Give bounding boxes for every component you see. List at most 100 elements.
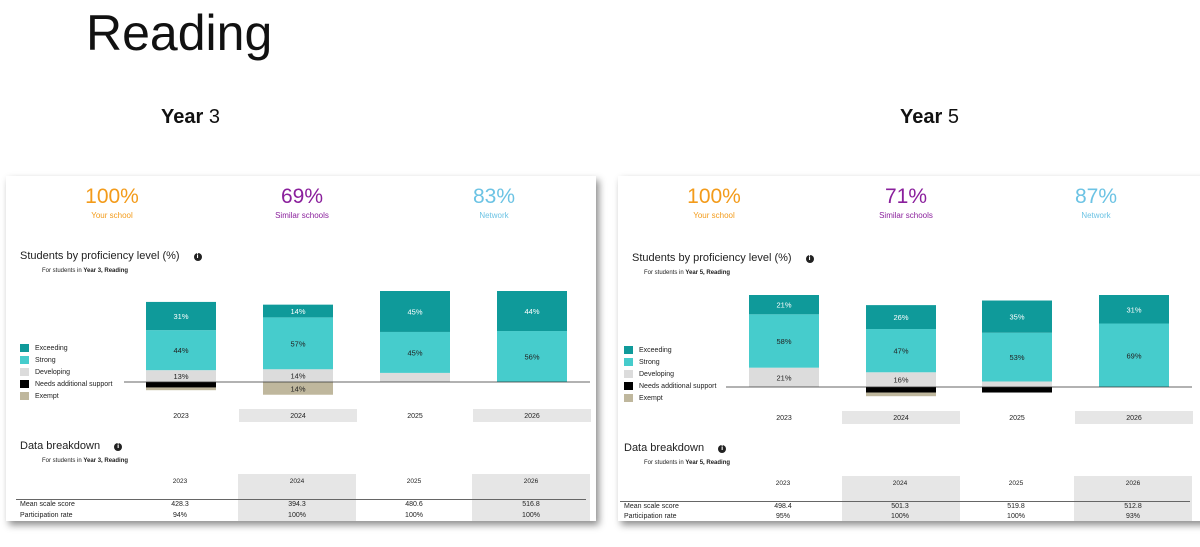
- table-cell: 100%: [405, 512, 423, 519]
- table-divider: [16, 499, 586, 500]
- legend-label: Exempt: [639, 394, 663, 402]
- bar-segment-exceeding: [1099, 295, 1169, 324]
- bar-segment-strong: [497, 331, 567, 382]
- bar-data-label: 16%: [893, 376, 908, 385]
- table-year-header: 2023: [775, 480, 791, 487]
- kpi-network: 87% Network: [1006, 184, 1186, 221]
- category-label: 2024: [290, 413, 306, 420]
- bar-segment-exempt: [263, 382, 333, 395]
- row-label-participation-rate: Participation rate: [624, 513, 677, 520]
- bar-segment-strong: [866, 329, 936, 373]
- year-5-panel: 100% Your school 71% Similar schools 87%…: [618, 176, 1200, 521]
- legend-swatch: [624, 394, 633, 402]
- note-bold: Year 5, Reading: [685, 270, 731, 276]
- table-cell: 100%: [522, 512, 540, 519]
- note-prefix: For students in: [644, 460, 686, 466]
- proficiency-title: Students by proficiency level (%) i: [632, 252, 814, 264]
- legend-label: Exceeding: [639, 346, 672, 354]
- bar-segment-developing: [749, 367, 819, 387]
- info-icon[interactable]: i: [718, 445, 727, 453]
- table-cell: 512.8: [1124, 503, 1142, 510]
- year-word: Year: [900, 106, 943, 128]
- chart-legend: Exceeding Strong Developing Needs additi…: [624, 344, 716, 404]
- year-word: Year: [161, 106, 204, 128]
- legend-label: Developing: [639, 370, 675, 378]
- bar-segment-developing: [866, 372, 936, 387]
- bar-segment-exceeding: [380, 291, 450, 332]
- bar-segment-exempt: [866, 392, 936, 397]
- bar-segment-developing: [263, 369, 333, 382]
- kpi-label: Network: [479, 211, 509, 220]
- note-prefix: For students in: [42, 458, 84, 464]
- table-column-shade: [472, 474, 590, 521]
- legend-label: Strong: [35, 356, 56, 364]
- bar-segment-needs-additional-support: [982, 387, 1052, 393]
- kpi-similar-schools: 71% Similar schools: [816, 184, 996, 221]
- kpi-label: Similar schools: [275, 211, 329, 220]
- bar-segment-developing: [380, 372, 450, 382]
- legend-swatch: [624, 370, 633, 378]
- legend-label: Needs additional support: [639, 382, 717, 390]
- breakdown-title-text: Data breakdown: [20, 440, 101, 452]
- bar-data-label: 69%: [1126, 351, 1141, 360]
- row-label-mean-scale-score: Mean scale score: [20, 501, 75, 508]
- category-label: 2024: [893, 415, 909, 422]
- table-cell: 501.3: [891, 503, 909, 510]
- table-year-header: 2026: [1125, 480, 1141, 487]
- table-cell: 394.3: [288, 501, 306, 508]
- bar-segment-developing: [146, 370, 216, 382]
- bar-data-label: 45%: [407, 307, 422, 316]
- legend-swatch: [624, 382, 633, 390]
- category-label: 2023: [776, 415, 792, 422]
- note-bold: Year 5, Reading: [685, 460, 731, 466]
- table-divider: [620, 501, 1190, 502]
- legend-swatch: [20, 380, 29, 388]
- category-label: 2026: [524, 413, 540, 420]
- info-icon[interactable]: i: [114, 443, 123, 451]
- row-label-mean-scale-score: Mean scale score: [624, 503, 679, 510]
- legend-item-strong: Strong: [624, 356, 716, 368]
- table-cell: 94%: [172, 512, 187, 519]
- legend-swatch: [20, 356, 29, 364]
- category-label: 2025: [407, 413, 423, 420]
- kpi-value: 100%: [85, 185, 139, 208]
- breakdown-note: For students in Year 5, Reading: [644, 460, 730, 466]
- breakdown-title: Data breakdown i: [20, 440, 123, 452]
- kpi-your-school: 100% Your school: [624, 184, 804, 221]
- proficiency-note: For students in Year 5, Reading: [644, 270, 730, 276]
- note-bold: Year 3, Reading: [83, 268, 129, 274]
- table-cell: 516.8: [522, 501, 540, 508]
- legend-label: Exceeding: [35, 344, 68, 352]
- bar-segment-exempt: [146, 387, 216, 391]
- table-year-header: 2024: [289, 478, 305, 485]
- bar-data-label: 47%: [893, 347, 908, 356]
- table-cell: 428.3: [171, 501, 189, 508]
- info-icon[interactable]: i: [805, 255, 814, 263]
- table-year-header: 2023: [172, 478, 188, 485]
- legend-item-exempt: Exempt: [20, 390, 112, 402]
- bar-segment-strong: [146, 330, 216, 371]
- legend-item-developing: Developing: [624, 368, 716, 380]
- legend-label: Exempt: [35, 392, 59, 400]
- bar-segment-strong: [380, 331, 450, 373]
- table-column-shade: [238, 474, 356, 521]
- breakdown-title-text: Data breakdown: [624, 442, 705, 454]
- table-cell: 480.6: [405, 501, 423, 508]
- bar-segment-needs-additional-support: [146, 382, 216, 388]
- bar-data-label: 14%: [290, 372, 305, 381]
- info-icon[interactable]: i: [193, 253, 202, 261]
- table-year-header: 2026: [523, 478, 539, 485]
- bar-data-label: 56%: [524, 353, 539, 362]
- bar-data-label: 44%: [173, 346, 188, 355]
- legend-swatch: [20, 368, 29, 376]
- proficiency-chart: 13% 44% 31% 2023 14% 57% 14% 14% 2024 45% 45% 2025 5…: [124, 291, 591, 422]
- table-cell: 100%: [891, 513, 909, 520]
- table-column-shade: [842, 476, 960, 521]
- bar-segment-developing: [982, 381, 1052, 387]
- bar-data-label: 35%: [1009, 313, 1024, 322]
- category-label-shade: [473, 409, 591, 422]
- legend-item-exempt: Exempt: [624, 392, 716, 404]
- kpi-label: Your school: [91, 211, 133, 220]
- proficiency-note: For students in Year 3, Reading: [42, 268, 128, 274]
- table-year-header: 2025: [1008, 480, 1024, 487]
